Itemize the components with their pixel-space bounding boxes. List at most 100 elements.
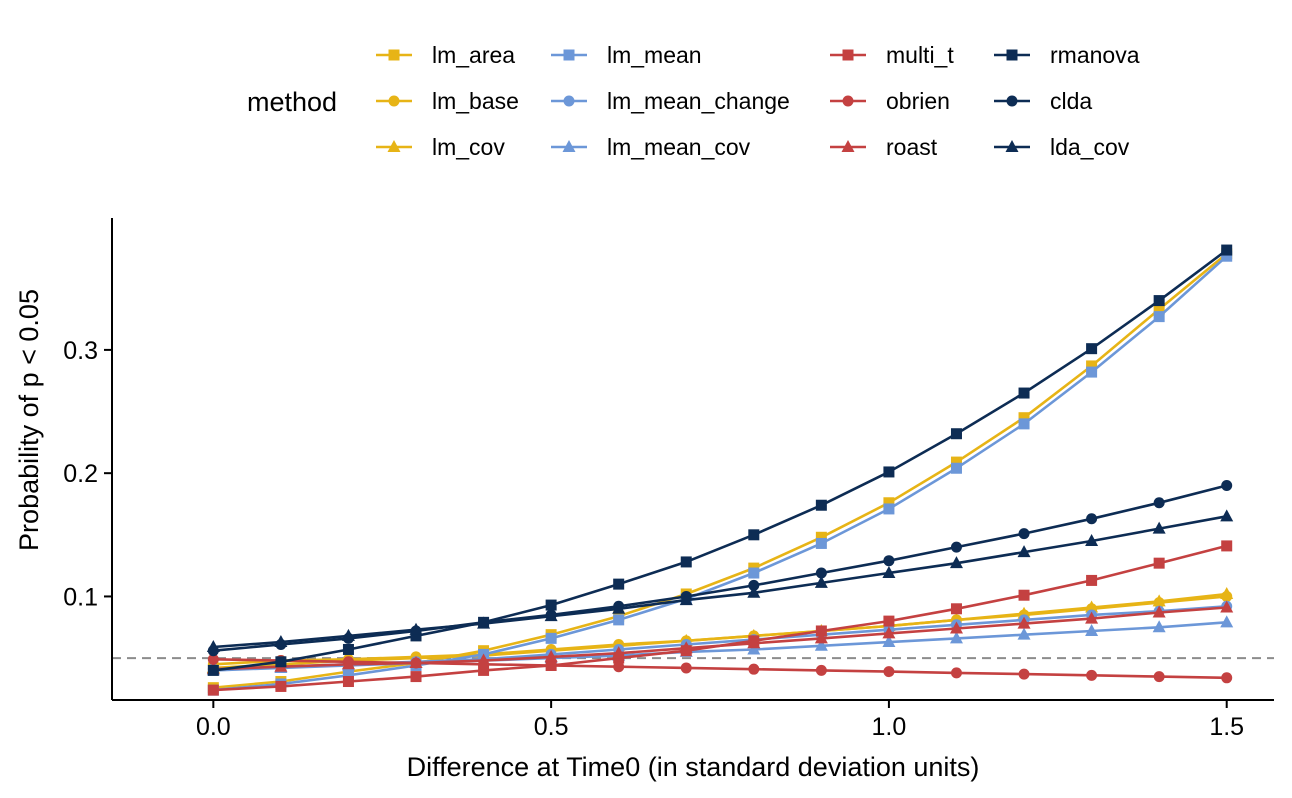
data-point-obrien xyxy=(545,659,557,671)
legend-item-clda: clda xyxy=(994,88,1092,114)
data-point-roast xyxy=(544,649,558,662)
data-point-lm_mean_cov xyxy=(1152,620,1166,633)
data-point-obrien xyxy=(613,661,625,673)
legend-label: lm_mean xyxy=(607,42,702,68)
legend-key-marker xyxy=(563,49,575,61)
data-point-rmanova xyxy=(613,578,625,590)
data-point-lda_cov xyxy=(477,616,491,629)
legend-key-marker xyxy=(842,95,854,107)
legend-item-lm_base: lm_base xyxy=(376,88,519,114)
data-point-rmanova xyxy=(1086,343,1098,355)
legend-key-marker xyxy=(842,49,854,61)
data-point-lda_cov xyxy=(274,635,288,648)
data-point-obrien xyxy=(950,667,962,679)
data-point-lm_area xyxy=(1086,360,1098,372)
data-point-lm_mean_cov xyxy=(1017,627,1031,640)
legend-key-marker xyxy=(1006,49,1018,61)
legend-label: lda_cov xyxy=(1050,134,1130,160)
data-point-rmanova xyxy=(1221,244,1233,256)
data-point-multi_t xyxy=(1086,574,1098,586)
data-point-obrien xyxy=(748,663,760,675)
legend-item-lm_mean_cov: lm_mean_cov xyxy=(551,134,751,160)
data-point-rmanova xyxy=(883,466,895,478)
data-point-lda_cov xyxy=(1152,521,1166,534)
data-point-multi_t xyxy=(207,684,219,696)
data-point-lda_cov xyxy=(1220,509,1234,522)
data-point-lda_cov xyxy=(341,628,355,641)
data-point-roast xyxy=(1085,611,1099,624)
data-point-rmanova xyxy=(680,556,692,568)
data-point-lm_mean xyxy=(613,614,625,626)
data-point-roast xyxy=(612,646,626,659)
legend-label: lm_cov xyxy=(432,134,505,160)
series-line-lm_mean xyxy=(213,255,1228,692)
x-tick-label: 1.5 xyxy=(1209,713,1244,741)
x-axis-title: Difference at Time0 (in standard deviati… xyxy=(407,752,980,782)
data-point-obrien xyxy=(207,653,219,665)
y-ticks: 0.1 0.2 0.3 xyxy=(63,337,112,611)
legend-key-marker xyxy=(841,140,855,152)
data-point-rmanova xyxy=(815,499,827,511)
series-lm_cov xyxy=(206,586,1234,673)
data-point-roast xyxy=(1017,616,1031,629)
data-point-lm_mean_cov xyxy=(882,635,896,648)
data-point-multi_t xyxy=(1153,557,1165,569)
data-point-rmanova xyxy=(275,656,287,668)
data-point-obrien xyxy=(1018,668,1030,680)
data-point-multi_t xyxy=(342,676,354,688)
data-point-multi_t xyxy=(478,664,490,676)
data-point-lm_mean xyxy=(748,567,760,579)
data-point-lm_mean xyxy=(950,462,962,474)
legend-key-marker xyxy=(1006,95,1018,107)
legend-label: roast xyxy=(886,134,938,160)
data-point-lda_cov xyxy=(1017,545,1031,558)
data-point-lm_cov xyxy=(1220,586,1234,599)
data-point-rmanova xyxy=(207,664,219,676)
data-point-obrien xyxy=(680,662,692,674)
series-lm_mean xyxy=(207,250,1233,696)
data-point-lda_cov xyxy=(612,601,626,614)
y-tick-label: 0.2 xyxy=(63,460,98,488)
data-point-obrien xyxy=(1221,672,1233,684)
data-point-multi_t xyxy=(1018,589,1030,601)
data-point-clda xyxy=(1018,528,1030,540)
data-point-roast xyxy=(1152,605,1166,618)
plot-area: 0.0 0.5 1.0 1.5 0.1 0.2 0.3 xyxy=(63,218,1274,741)
legend-item-rmanova: rmanova xyxy=(994,42,1140,68)
data-point-roast xyxy=(747,636,761,649)
data-point-rmanova xyxy=(342,643,354,655)
data-point-clda xyxy=(950,541,962,553)
series-line-roast xyxy=(213,606,1227,671)
series-line-rmanova xyxy=(213,249,1228,672)
data-point-lda_cov xyxy=(206,639,220,652)
legend-key-marker xyxy=(387,140,401,152)
data-point-multi_t xyxy=(1221,540,1233,552)
data-point-multi_t xyxy=(950,603,962,615)
data-point-lm_mean_cov xyxy=(1085,623,1099,636)
data-point-roast xyxy=(679,641,693,654)
data-point-lda_cov xyxy=(679,593,693,606)
data-point-rmanova xyxy=(748,529,760,541)
legend-item-lm_mean_change: lm_mean_change xyxy=(551,88,790,114)
data-point-lda_cov xyxy=(409,622,423,635)
data-point-lm_cov xyxy=(1085,600,1099,613)
x-tick-label: 0.0 xyxy=(196,713,231,741)
data-point-lm_area xyxy=(815,531,827,543)
legend-item-multi_t: multi_t xyxy=(830,42,954,68)
data-point-lm_mean xyxy=(342,669,354,681)
data-point-lm_mean xyxy=(1153,311,1165,323)
legend-key-marker xyxy=(388,95,400,107)
data-point-multi_t xyxy=(815,625,827,637)
data-point-lm_area xyxy=(1018,412,1030,424)
data-point-lm_mean_cov xyxy=(747,642,761,655)
legend-item-roast: roast xyxy=(830,134,938,160)
legend-label: multi_t xyxy=(886,42,954,68)
y-axis-title: Probability of p < 0.05 xyxy=(14,289,44,551)
data-point-roast xyxy=(341,657,355,670)
data-point-lm_mean_cov xyxy=(814,638,828,651)
series-line-lm_base xyxy=(213,595,1227,666)
data-point-lm_area xyxy=(950,456,962,468)
data-point-lm_mean xyxy=(815,537,827,549)
data-point-roast xyxy=(882,626,896,639)
